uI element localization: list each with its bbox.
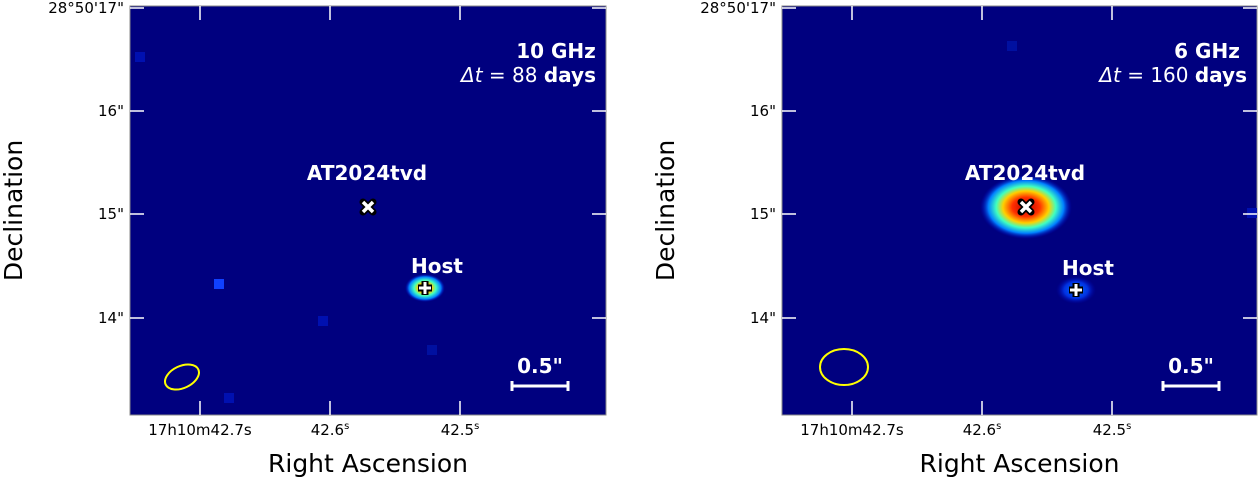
x-tick-label: 42.5s xyxy=(1093,421,1132,439)
y-tick-label: 28°50'17" xyxy=(48,0,124,17)
y-tick-label: 16" xyxy=(750,102,776,120)
scale-bar-label: 0.5" xyxy=(517,354,563,378)
delta-t-label: Δt = 88 days xyxy=(459,63,596,87)
x-marker-icon xyxy=(1019,200,1033,214)
noise-pixel xyxy=(427,345,437,355)
beam-ellipse xyxy=(164,363,200,391)
x-tick-label-part: 42.6 xyxy=(311,421,344,439)
source-label-host: Host xyxy=(1062,256,1114,280)
x-marker-icon xyxy=(361,200,375,214)
y-tick-label: 28°50'17" xyxy=(700,0,776,17)
x-tick-label-part: 42.5 xyxy=(1093,421,1126,439)
delta-t-symbol: Δt xyxy=(459,63,484,87)
y-axis-label: Declination xyxy=(651,140,680,281)
noise-pixel xyxy=(214,279,224,289)
x-tick-label: 17h10m42.7s xyxy=(800,421,904,439)
noise-pixel xyxy=(1007,41,1017,51)
noise-pixel xyxy=(224,393,234,403)
x-tick-label-part: 42.5 xyxy=(441,421,474,439)
delta-t-value: = 160 xyxy=(1121,63,1195,87)
source-label-host: Host xyxy=(411,254,463,278)
plus-marker-icon xyxy=(419,282,431,294)
x-tick-label: 42.5s xyxy=(441,421,480,439)
x-tick-label: 42.6s xyxy=(311,421,350,439)
plus-marker-icon xyxy=(1070,284,1082,296)
frequency-label: 10 GHz xyxy=(516,39,596,63)
y-tick-label: 15" xyxy=(98,205,124,223)
noise-pixel xyxy=(318,316,328,326)
x-tick-label-part: 42.6 xyxy=(963,421,996,439)
delta-t-symbol: Δt xyxy=(1097,63,1122,87)
noise-pixel xyxy=(1247,208,1257,218)
scale-bar-label: 0.5" xyxy=(1168,354,1214,378)
x-tick-label: 17h10m42.7s xyxy=(148,421,252,439)
x-axis-label: Right Ascension xyxy=(268,449,468,478)
panel-1: 28°50'17"16"15"14"17h10m42.7s 42.6s 42.5sR… xyxy=(0,0,607,478)
delta-t-value: = 88 xyxy=(483,63,544,87)
y-tick-label: 16" xyxy=(98,102,124,120)
source-label-AT2024tvd: AT2024tvd xyxy=(965,161,1085,185)
delta-t-unit: days xyxy=(1195,63,1247,87)
delta-t-label: Δt = 160 days xyxy=(1097,63,1247,87)
delta-t-unit: days xyxy=(544,63,596,87)
panel-2: 28°50'17"16"15"14"17h10m42.7s 42.6s 42.5sR… xyxy=(651,0,1258,478)
source-label-AT2024tvd: AT2024tvd xyxy=(307,161,427,185)
y-tick-label: 14" xyxy=(750,309,776,327)
frequency-label: 6 GHz xyxy=(1174,39,1240,63)
y-tick-label: 14" xyxy=(98,309,124,327)
scale-bar xyxy=(1161,381,1221,391)
x-tick-label-part: s xyxy=(474,421,479,432)
beam-ellipse xyxy=(819,348,869,386)
y-axis-label: Declination xyxy=(0,140,28,281)
x-tick-label-part: s xyxy=(1126,421,1131,432)
x-axis-label: Right Ascension xyxy=(920,449,1120,478)
x-tick-label-part: s xyxy=(344,421,349,432)
scale-bar xyxy=(510,381,570,391)
noise-pixel xyxy=(135,52,145,62)
x-tick-label: 42.6s xyxy=(963,421,1002,439)
x-tick-label-part: s xyxy=(996,421,1001,432)
y-tick-label: 15" xyxy=(750,205,776,223)
